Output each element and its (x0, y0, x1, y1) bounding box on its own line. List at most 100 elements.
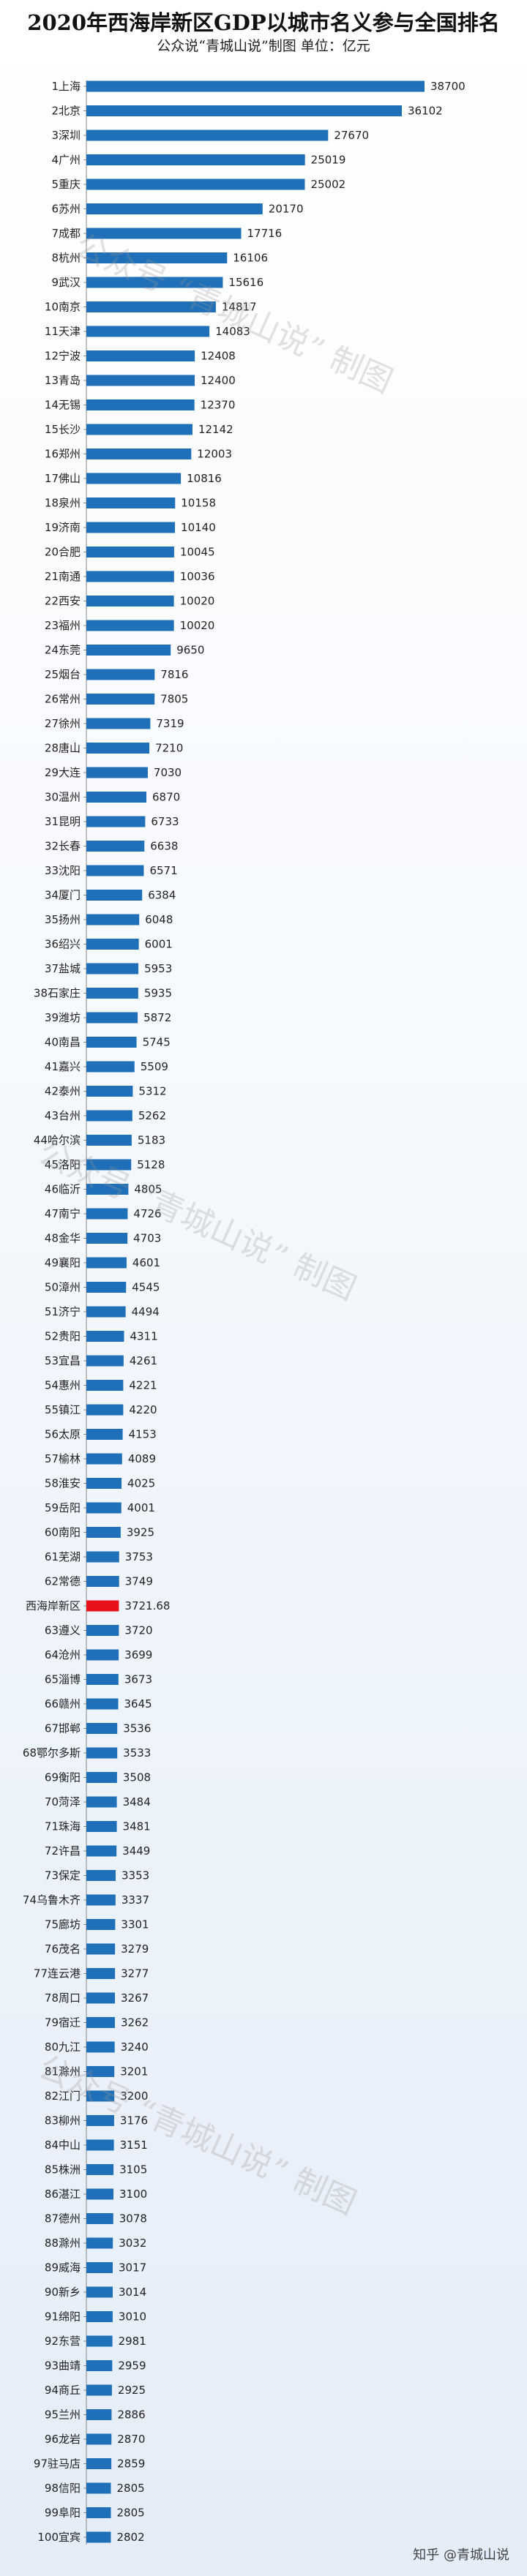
category-label: 27徐州 (45, 717, 81, 730)
bar (86, 841, 145, 852)
value-label: 5872 (143, 1011, 171, 1024)
category-label: 38石家庄 (34, 987, 81, 1000)
bar (86, 448, 192, 459)
value-label: 4311 (130, 1330, 157, 1343)
category-label: 46临沂 (45, 1183, 81, 1196)
category-label: 6苏州 (51, 203, 81, 216)
value-label: 5183 (138, 1134, 165, 1147)
value-label: 6001 (145, 938, 173, 951)
category-label: 13青岛 (45, 374, 81, 387)
bar (86, 792, 147, 803)
value-label: 6571 (149, 864, 177, 877)
category-label: 45洛阳 (45, 1158, 81, 1171)
category-label: 82江门 (45, 2089, 81, 2103)
category-label: 52贵阳 (45, 1330, 81, 1343)
category-label: 49襄阳 (45, 1256, 81, 1269)
bar (86, 2286, 113, 2298)
footer-credit: 知乎 @青城山说 (413, 2547, 509, 2563)
value-label: 3277 (121, 1967, 149, 1980)
category-label: 50漳州 (45, 1281, 81, 1294)
bar (86, 1331, 124, 1342)
bar (86, 743, 150, 754)
category-label: 44哈尔滨 (34, 1134, 81, 1147)
bar (86, 1527, 121, 1538)
category-label: 73保定 (45, 1869, 81, 1882)
value-label: 6870 (152, 791, 180, 804)
bar (86, 399, 195, 410)
value-label: 3508 (123, 1771, 151, 1784)
bar (86, 1257, 127, 1269)
bar (86, 2237, 113, 2249)
bar (86, 129, 329, 141)
value-label: 3010 (119, 2310, 146, 2324)
value-label: 3449 (122, 1844, 150, 1858)
category-label: 34厦门 (45, 889, 81, 902)
bar (86, 1159, 132, 1171)
bar (86, 816, 146, 827)
value-label: 4221 (129, 1379, 157, 1392)
category-label: 80九江 (45, 2040, 81, 2054)
bar (86, 1012, 138, 1024)
bar (86, 1943, 116, 1955)
value-label: 15616 (228, 276, 264, 289)
category-label: 97驻马店 (34, 2457, 81, 2471)
bar (86, 1429, 123, 1440)
bar (86, 2213, 113, 2224)
category-label: 93曲靖 (45, 2359, 81, 2373)
value-label: 5312 (138, 1085, 166, 1098)
category-label: 53宜昌 (45, 1354, 81, 1367)
value-label: 3645 (124, 1697, 152, 1711)
category-label: 15长沙 (45, 423, 81, 436)
bar (86, 1576, 119, 1587)
category-label: 16郑州 (45, 448, 81, 461)
category-label: 96龙岩 (45, 2433, 81, 2446)
category-label: 62常德 (45, 1575, 81, 1588)
value-label: 3749 (125, 1575, 153, 1588)
value-label: 36102 (408, 105, 443, 118)
value-label: 12408 (201, 350, 236, 363)
category-label: 41嘉兴 (45, 1060, 81, 1073)
bar (86, 473, 182, 484)
value-label: 3481 (123, 1820, 151, 1833)
category-label: 40南昌 (45, 1036, 81, 1049)
bar (86, 2188, 114, 2200)
category-label: 42泰州 (45, 1085, 81, 1098)
value-label: 5509 (141, 1060, 168, 1073)
bar (86, 2090, 115, 2102)
value-label: 4001 (127, 1501, 155, 1514)
value-label: 4261 (130, 1354, 157, 1367)
category-label: 32长春 (45, 840, 81, 853)
category-label: 90新乡 (45, 2286, 81, 2299)
category-label: 67邯郸 (45, 1722, 81, 1735)
bar (86, 914, 140, 925)
bar (86, 865, 144, 876)
category-label: 48金华 (45, 1232, 81, 1245)
category-label: 西海岸新区 (26, 1599, 81, 1612)
value-label: 10020 (180, 595, 215, 608)
bar (86, 1796, 117, 1808)
category-label: 88滁州 (45, 2237, 81, 2250)
bar (86, 1821, 117, 1832)
category-label: 21南通 (45, 570, 81, 583)
category-label: 1上海 (51, 80, 81, 93)
value-label: 3014 (119, 2286, 146, 2299)
bar (86, 890, 143, 901)
value-label: 10020 (180, 619, 215, 632)
bar (86, 1772, 117, 1783)
value-label: 4025 (127, 1477, 155, 1490)
category-label: 100宜宾 (37, 2531, 81, 2544)
bar (86, 571, 174, 582)
bar (86, 1625, 119, 1636)
value-label: 5745 (143, 1036, 171, 1049)
value-label: 5953 (144, 962, 172, 975)
value-label: 2870 (117, 2433, 145, 2446)
value-label: 16106 (233, 252, 268, 265)
value-label: 17716 (247, 227, 282, 240)
category-label: 56太原 (45, 1428, 81, 1441)
bar (86, 1478, 122, 1489)
category-label: 61芜湖 (45, 1550, 81, 1563)
bar (86, 1551, 119, 1563)
category-label: 39潍坊 (45, 1011, 81, 1024)
bar (86, 939, 139, 950)
bar (86, 105, 402, 116)
